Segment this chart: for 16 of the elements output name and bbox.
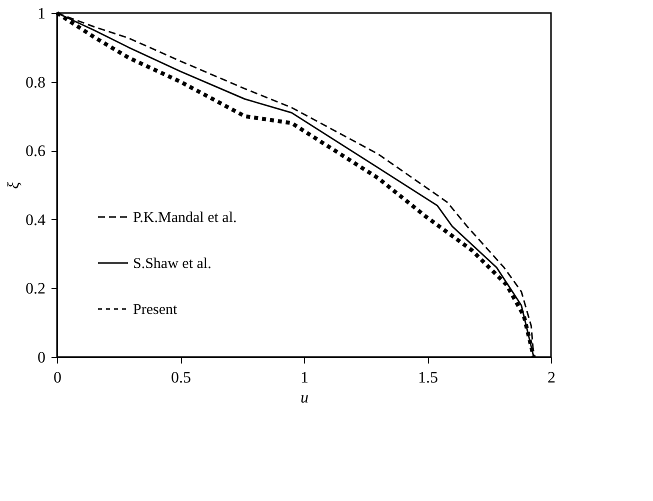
y-tick-label: 0.6 (26, 143, 46, 160)
x-tick-label: 0.5 (171, 370, 191, 386)
legend-label: Present (133, 302, 178, 318)
y-tick-label: 0 (38, 350, 46, 366)
x-tick-label: 2 (548, 370, 556, 386)
y-tick-label: 0.2 (26, 280, 46, 298)
y-tick-label: 0.4 (26, 212, 46, 229)
y-tick-label: 1 (38, 6, 46, 22)
legend-label: P.K.Mandal et al. (133, 210, 237, 226)
y-tick-label: 0.8 (26, 74, 46, 92)
x-tick-label: 0 (54, 370, 62, 386)
y-axis-title: ξ (6, 182, 22, 189)
x-tick-label: 1.5 (418, 370, 438, 386)
x-axis-title: u (300, 390, 308, 406)
x-tick-label: 1 (300, 370, 308, 386)
legend-label: S.Shaw et al. (133, 256, 212, 272)
